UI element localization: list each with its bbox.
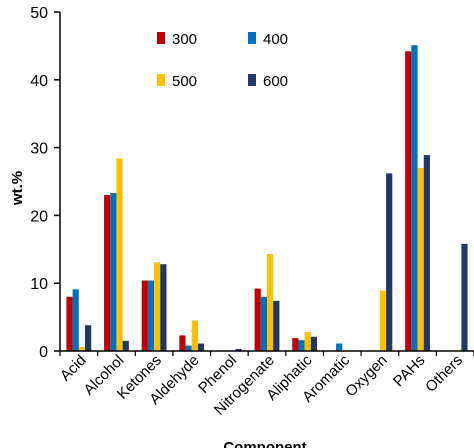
x-tick-label: Acid xyxy=(57,352,90,385)
bar-oxygen-600 xyxy=(386,173,393,351)
bar-pahs-600 xyxy=(423,155,430,351)
bar-alcohol-300 xyxy=(104,195,111,351)
bar-aldehyde-300 xyxy=(179,335,186,351)
legend-swatch-600 xyxy=(248,74,256,86)
bar-acid-500 xyxy=(78,346,86,351)
y-tick-label: 20 xyxy=(30,208,48,225)
bar-aliphatic-500 xyxy=(304,332,311,351)
legend-label-500: 500 xyxy=(172,73,197,90)
bar-aliphatic-300 xyxy=(292,338,299,351)
y-tick-label: 30 xyxy=(30,141,48,158)
bar-aldehyde-400 xyxy=(185,345,192,351)
bar-acid-400 xyxy=(72,289,79,351)
bar-alcohol-400 xyxy=(110,193,117,351)
y-tick-label: 10 xyxy=(30,276,48,293)
bar-ketones-500 xyxy=(154,262,161,351)
legend-label-600: 600 xyxy=(263,73,288,90)
y-tick-label: 0 xyxy=(39,344,48,361)
bar-ketones-300 xyxy=(141,280,148,351)
bar-aliphatic-400 xyxy=(298,340,305,351)
y-tick-label: 50 xyxy=(30,5,48,22)
bar-alcohol-500 xyxy=(116,158,123,351)
legend-label-300: 300 xyxy=(172,31,197,48)
bar-aromatic-400 xyxy=(336,343,343,351)
legend-label-400: 400 xyxy=(263,31,288,48)
legend: 300 400 500 600 xyxy=(157,31,288,90)
bar-pahs-400 xyxy=(411,45,418,351)
bar-nitrogenate-500 xyxy=(267,254,274,351)
bar-oxygen-500 xyxy=(379,290,387,351)
x-tick-label: Oxygen xyxy=(342,352,391,401)
y-tick-label: 40 xyxy=(30,73,48,90)
y-axis: 0 10 20 30 40 50 xyxy=(30,5,61,361)
bar-aldehyde-600 xyxy=(197,343,205,351)
bar-others-600 xyxy=(461,243,468,351)
bar-alcohol-600 xyxy=(122,340,129,351)
y-axis-title: wt.% xyxy=(9,171,26,206)
bar-nitrogenate-300 xyxy=(254,288,261,351)
bar-pahs-500 xyxy=(417,167,424,351)
legend-swatch-400 xyxy=(248,32,256,44)
plot-area xyxy=(66,45,468,351)
bar-acid-600 xyxy=(85,325,92,351)
x-tick-label: Others xyxy=(422,352,466,396)
bar-nitrogenate-400 xyxy=(260,296,267,351)
bar-aliphatic-600 xyxy=(310,336,318,351)
bar-phenol-600 xyxy=(235,348,242,351)
bar-ketones-600 xyxy=(160,264,167,351)
x-axis: AcidAlcoholKetonesAldehydePhenolNitrogen… xyxy=(57,350,474,419)
legend-swatch-500 xyxy=(157,74,165,86)
bar-nitrogenate-600 xyxy=(273,300,280,351)
bar-aldehyde-500 xyxy=(191,320,198,351)
x-axis-title: Component xyxy=(223,439,306,448)
bar-pahs-300 xyxy=(405,51,412,351)
bar-acid-300 xyxy=(66,296,73,351)
legend-swatch-300 xyxy=(157,32,165,44)
bar-ketones-400 xyxy=(147,280,155,351)
